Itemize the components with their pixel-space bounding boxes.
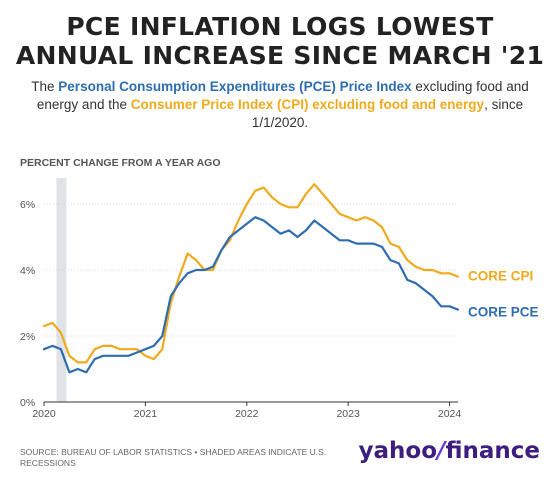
x-tick-label: 2020 — [32, 408, 56, 420]
subtitle-suffix: , since 1/1/2020. — [251, 97, 524, 130]
y-tick-label: 0% — [20, 397, 35, 409]
title-line-1: PCE INFLATION LOGS LOWEST — [66, 12, 494, 41]
y-axis-label: PERCENT CHANGE FROM A YEAR AGO — [20, 157, 220, 169]
series-label-core-pce: CORE PCE — [468, 305, 539, 320]
series-line-core-cpi — [42, 183, 460, 364]
chart-title: PCE INFLATION LOGS LOWEST ANNUAL INCREAS… — [0, 12, 560, 70]
series-label-core-cpi: CORE CPI — [468, 269, 533, 284]
source-note: SOURCE: BUREAU OF LABOR STATISTICS • SHA… — [20, 447, 327, 468]
subtitle-prefix: The — [31, 79, 59, 94]
y-tick-label: 4% — [20, 265, 35, 277]
x-tick-label: 2024 — [438, 408, 462, 420]
x-tick-label: 2021 — [134, 408, 158, 420]
subtitle-middle: excluding food and energy and the — [36, 79, 529, 112]
brand-yahoo-text: yahoo — [358, 438, 438, 464]
subtitle-pce-term: Personal Consumption Expenditures (PCE) … — [58, 79, 412, 94]
y-tick-label: 2% — [20, 331, 35, 343]
recession-shade — [56, 178, 67, 402]
series-line-core-pce — [42, 216, 460, 374]
x-tick-label: 2023 — [336, 408, 360, 420]
x-tick-label: 2022 — [235, 408, 259, 420]
brand-finance-text: finance — [445, 438, 540, 464]
y-tick-label: 6% — [20, 199, 35, 211]
subtitle-cpi-term: Consumer Price Index (CPI) excluding foo… — [130, 97, 485, 112]
chart-subtitle: The Personal Consumption Expenditures (P… — [20, 78, 540, 132]
title-line-2: ANNUAL INCREASE SINCE MARCH '21 — [15, 41, 545, 70]
brand-slash-mark: / — [437, 438, 446, 464]
brand-logo: yahoo/finance — [350, 436, 540, 466]
